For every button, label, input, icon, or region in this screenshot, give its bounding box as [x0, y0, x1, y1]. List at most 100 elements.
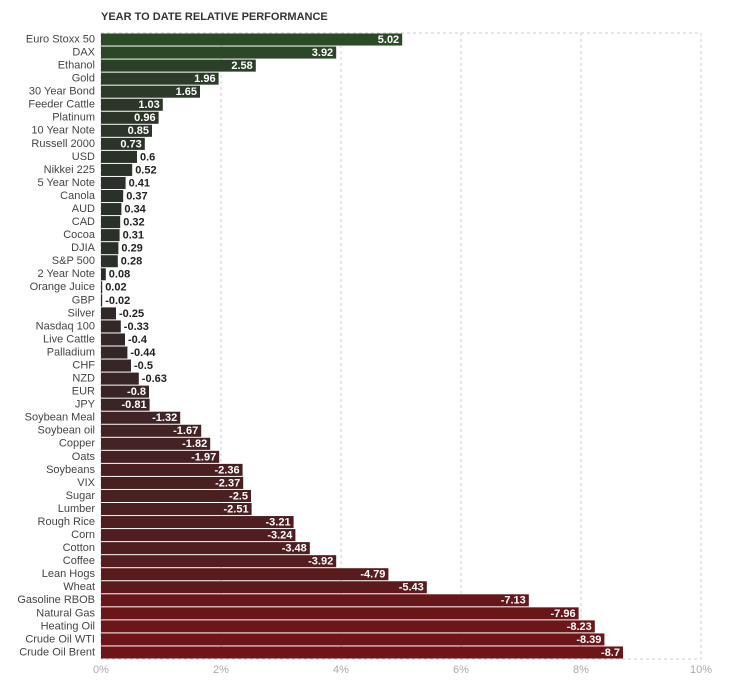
value-label: 1.03 — [138, 99, 159, 111]
y-tick-label: CHF — [72, 359, 95, 371]
value-label: 1.65 — [176, 86, 197, 98]
y-tick-label: Soybean oil — [38, 425, 96, 437]
y-tick-label: Nikkei 225 — [44, 164, 95, 176]
value-label: -0.02 — [105, 295, 130, 307]
bar — [101, 476, 244, 489]
value-label: -8.39 — [576, 634, 601, 646]
bar — [101, 255, 118, 268]
value-label: 0.34 — [124, 203, 146, 215]
y-tick-label: Lean Hogs — [42, 568, 96, 580]
bar — [101, 503, 252, 516]
y-tick-label: Copper — [59, 438, 95, 450]
bar — [101, 463, 243, 476]
value-label: -3.48 — [282, 543, 307, 555]
value-label: -1.97 — [191, 451, 216, 463]
bar — [101, 190, 124, 203]
bar — [101, 72, 219, 85]
bar — [101, 150, 137, 163]
value-label: 2.58 — [231, 60, 252, 72]
bar — [101, 555, 337, 568]
x-tick-label: 10% — [690, 664, 712, 676]
bar — [101, 359, 131, 372]
y-tick-label: USD — [72, 151, 95, 163]
bar — [101, 111, 159, 124]
x-tick-label: 4% — [333, 664, 349, 676]
x-tick-label: 0% — [93, 664, 109, 676]
bar — [101, 163, 133, 176]
y-tick-label: Silver — [67, 307, 95, 319]
value-label: -0.44 — [130, 347, 156, 359]
bar — [101, 294, 103, 307]
bar — [101, 594, 529, 607]
bar — [101, 346, 128, 359]
y-tick-label: Oats — [72, 451, 96, 463]
value-label: -0.5 — [134, 360, 153, 372]
value-label: -2.5 — [229, 490, 248, 502]
value-label: -3.92 — [308, 556, 333, 568]
value-label: -0.8 — [127, 386, 146, 398]
value-label: 1.96 — [194, 73, 215, 85]
y-tick-label: Crude Oil Brent — [19, 646, 95, 658]
y-tick-label: Coffee — [63, 555, 95, 567]
y-tick-label: Wheat — [63, 581, 95, 593]
bar — [101, 411, 181, 424]
y-tick-label: 5 Year Note — [38, 177, 96, 189]
value-label: 0.28 — [121, 256, 142, 268]
value-label: 0.32 — [123, 217, 144, 229]
bar — [101, 333, 125, 346]
value-label: -0.81 — [122, 399, 147, 411]
bar — [101, 33, 403, 46]
value-label: -1.67 — [173, 425, 198, 437]
value-label: 0.85 — [128, 125, 149, 137]
bar — [101, 124, 152, 137]
bar — [101, 646, 623, 659]
value-label: 0.02 — [105, 282, 126, 294]
y-tick-label: Lumber — [58, 503, 96, 515]
value-label: 5.02 — [378, 34, 399, 46]
y-tick-label: Euro Stoxx 50 — [26, 33, 95, 45]
y-tick-label: VIX — [77, 477, 95, 489]
value-label: 0.41 — [129, 177, 150, 189]
y-tick-label: Soybeans — [46, 464, 95, 476]
x-tick-label: 8% — [573, 664, 589, 676]
value-label: -1.82 — [182, 438, 207, 450]
value-label: -0.63 — [142, 373, 167, 385]
value-label: -4.79 — [360, 569, 385, 581]
bar — [101, 633, 605, 646]
chart-title: YEAR TO DATE RELATIVE PERFORMANCE — [101, 11, 328, 23]
value-label: 3.92 — [312, 47, 333, 59]
value-label: 0.08 — [109, 269, 130, 281]
y-tick-label: 10 Year Note — [31, 125, 95, 137]
bar — [101, 620, 595, 633]
value-label: 0.73 — [120, 138, 141, 150]
value-label: -7.96 — [551, 608, 576, 620]
x-tick-label: 2% — [213, 664, 229, 676]
y-tick-label: EUR — [72, 386, 95, 398]
value-label: 0.37 — [126, 190, 147, 202]
bar — [101, 268, 106, 281]
value-label: -8.7 — [601, 647, 620, 659]
y-tick-label: Corn — [71, 529, 95, 541]
bar — [101, 242, 119, 255]
value-label: -0.4 — [128, 334, 148, 346]
y-tick-label: Gasoline RBOB — [17, 594, 95, 606]
y-tick-label: Crude Oil WTI — [25, 633, 95, 645]
bar — [101, 203, 122, 216]
bar — [101, 581, 427, 594]
value-label: -2.51 — [224, 503, 249, 515]
y-tick-label: Feeder Cattle — [28, 99, 95, 111]
bar — [101, 450, 220, 463]
value-label: 0.31 — [123, 230, 144, 242]
bar — [101, 98, 163, 111]
y-tick-label: DJIA — [71, 242, 96, 254]
y-tick-label: Platinum — [52, 112, 95, 124]
bar — [101, 137, 145, 150]
bar — [101, 229, 120, 242]
y-tick-label: Canola — [60, 190, 96, 202]
y-tick-label: GBP — [72, 294, 95, 306]
value-label: 0.6 — [140, 151, 155, 163]
y-tick-label: JPY — [75, 399, 96, 411]
y-tick-label: Orange Juice — [30, 281, 95, 293]
bar — [101, 176, 126, 189]
bar — [101, 372, 139, 385]
